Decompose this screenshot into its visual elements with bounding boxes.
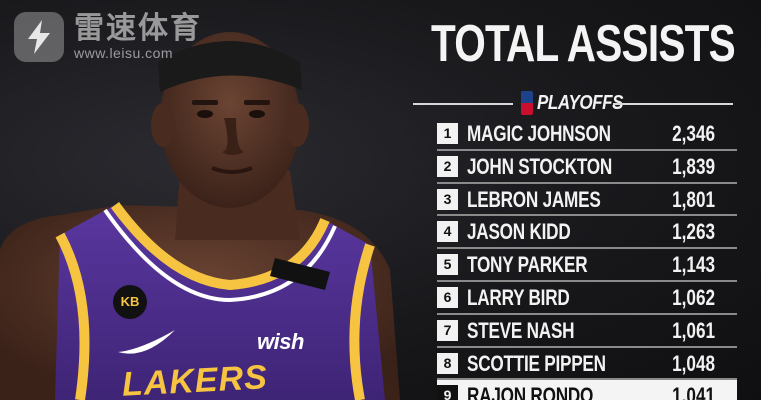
watermark: 雷速体育 www.leisu.com [14, 12, 202, 62]
subtitle-bar: PLAYOFFS [405, 90, 761, 118]
assist-total: 2,346 [672, 121, 715, 146]
leaderboard-row: 2 JOHN STOCKTON 1,839 [437, 151, 737, 184]
rank-badge: 8 [437, 352, 458, 374]
leaderboard-row: 4 JASON KIDD 1,263 [437, 216, 737, 250]
player-name: RAJON RONDO [467, 383, 594, 400]
kb-patch: KB [113, 285, 147, 319]
player-name: TONY PARKER [467, 252, 588, 278]
leaderboard-row: 8 SCOTTIE PIPPEN 1,048 [437, 348, 737, 381]
assist-total: 1,048 [672, 350, 715, 376]
leaderboard-row: 7 STEVE NASH 1,061 [437, 315, 737, 348]
leaderboard: 1 MAGIC JOHNSON 2,346 2 JOHN STOCKTON 1,… [437, 118, 737, 400]
leaderboard-row: 5 TONY PARKER 1,143 [437, 249, 737, 282]
player-photo [0, 32, 400, 400]
assist-total: 1,143 [672, 252, 715, 278]
assist-total: 1,061 [672, 317, 715, 343]
divider-right [613, 103, 733, 105]
rank-badge: 1 [437, 123, 458, 144]
rank-badge: 2 [437, 155, 458, 177]
jersey-team-text: LAKERS [121, 358, 269, 400]
player-name: LEBRON JAMES [467, 186, 601, 212]
rank-badge: 6 [437, 286, 458, 308]
graphic-title: TOTAL ASSISTS [431, 15, 736, 73]
player-name: JASON KIDD [467, 219, 571, 245]
assist-total: 1,062 [672, 284, 715, 310]
lightning-logo-icon [14, 12, 64, 62]
player-name: MAGIC JOHNSON [467, 121, 611, 146]
graphic-subtitle: PLAYOFFS [537, 91, 624, 114]
rank-badge: 9 [437, 385, 458, 400]
jersey-sponsor: wish [257, 329, 304, 354]
leaderboard-row: 6 LARRY BIRD 1,062 [437, 282, 737, 315]
rank-badge: 4 [437, 221, 458, 243]
watermark-brand: 雷速体育 [74, 11, 202, 46]
assist-total: 1,839 [672, 153, 715, 179]
watermark-url: www.leisu.com [74, 45, 174, 61]
divider-left [413, 103, 513, 105]
nba-logo-icon [521, 91, 533, 115]
leaderboard-row: 3 LEBRON JAMES 1,801 [437, 184, 737, 217]
player-name: STEVE NASH [467, 317, 575, 343]
player-name: JOHN STOCKTON [467, 153, 613, 179]
stats-panel: TOTAL ASSISTS PLAYOFFS 1 MAGIC JOHNSON 2… [405, 0, 761, 400]
player-name: LARRY BIRD [467, 284, 570, 310]
leaderboard-row: 1 MAGIC JOHNSON 2,346 [437, 118, 737, 151]
assist-total: 1,263 [672, 219, 715, 245]
rank-badge: 3 [437, 188, 458, 210]
leaderboard-row-highlighted: 9 RAJON RONDO 1,041 [437, 380, 737, 400]
rank-badge: 7 [437, 319, 458, 341]
player-name: SCOTTIE PIPPEN [467, 350, 606, 376]
assist-total: 1,801 [672, 186, 715, 212]
assist-total: 1,041 [672, 383, 715, 400]
rank-badge: 5 [437, 254, 458, 276]
